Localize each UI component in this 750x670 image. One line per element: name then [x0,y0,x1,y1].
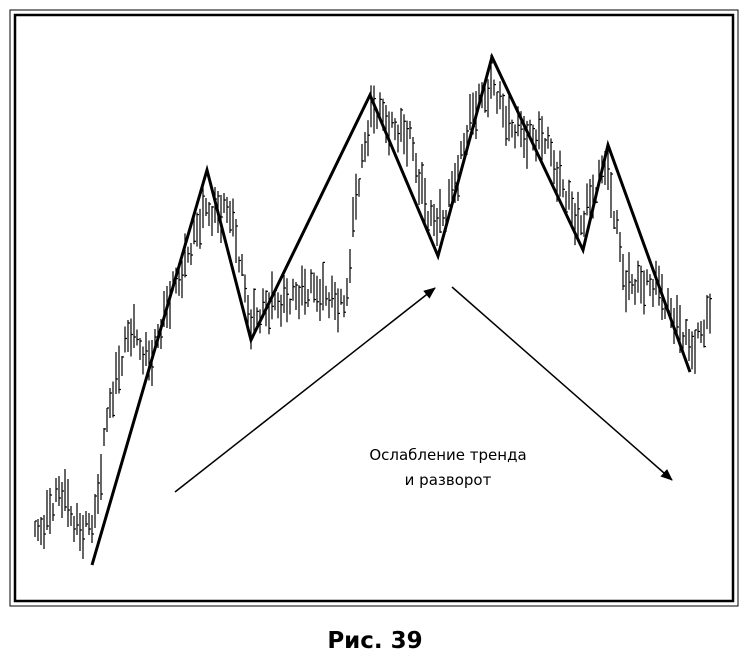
price-bars [34,54,712,559]
zigzag-line [90,52,692,566]
caption: Рис. 39 [327,628,422,654]
up-arrow [174,287,436,493]
annotation-line: Ослабление тренда [369,446,526,464]
outer-frame [9,9,739,607]
down-arrow [451,286,673,481]
annotation-line: и разворот [405,471,492,489]
inner-frame [13,13,735,603]
